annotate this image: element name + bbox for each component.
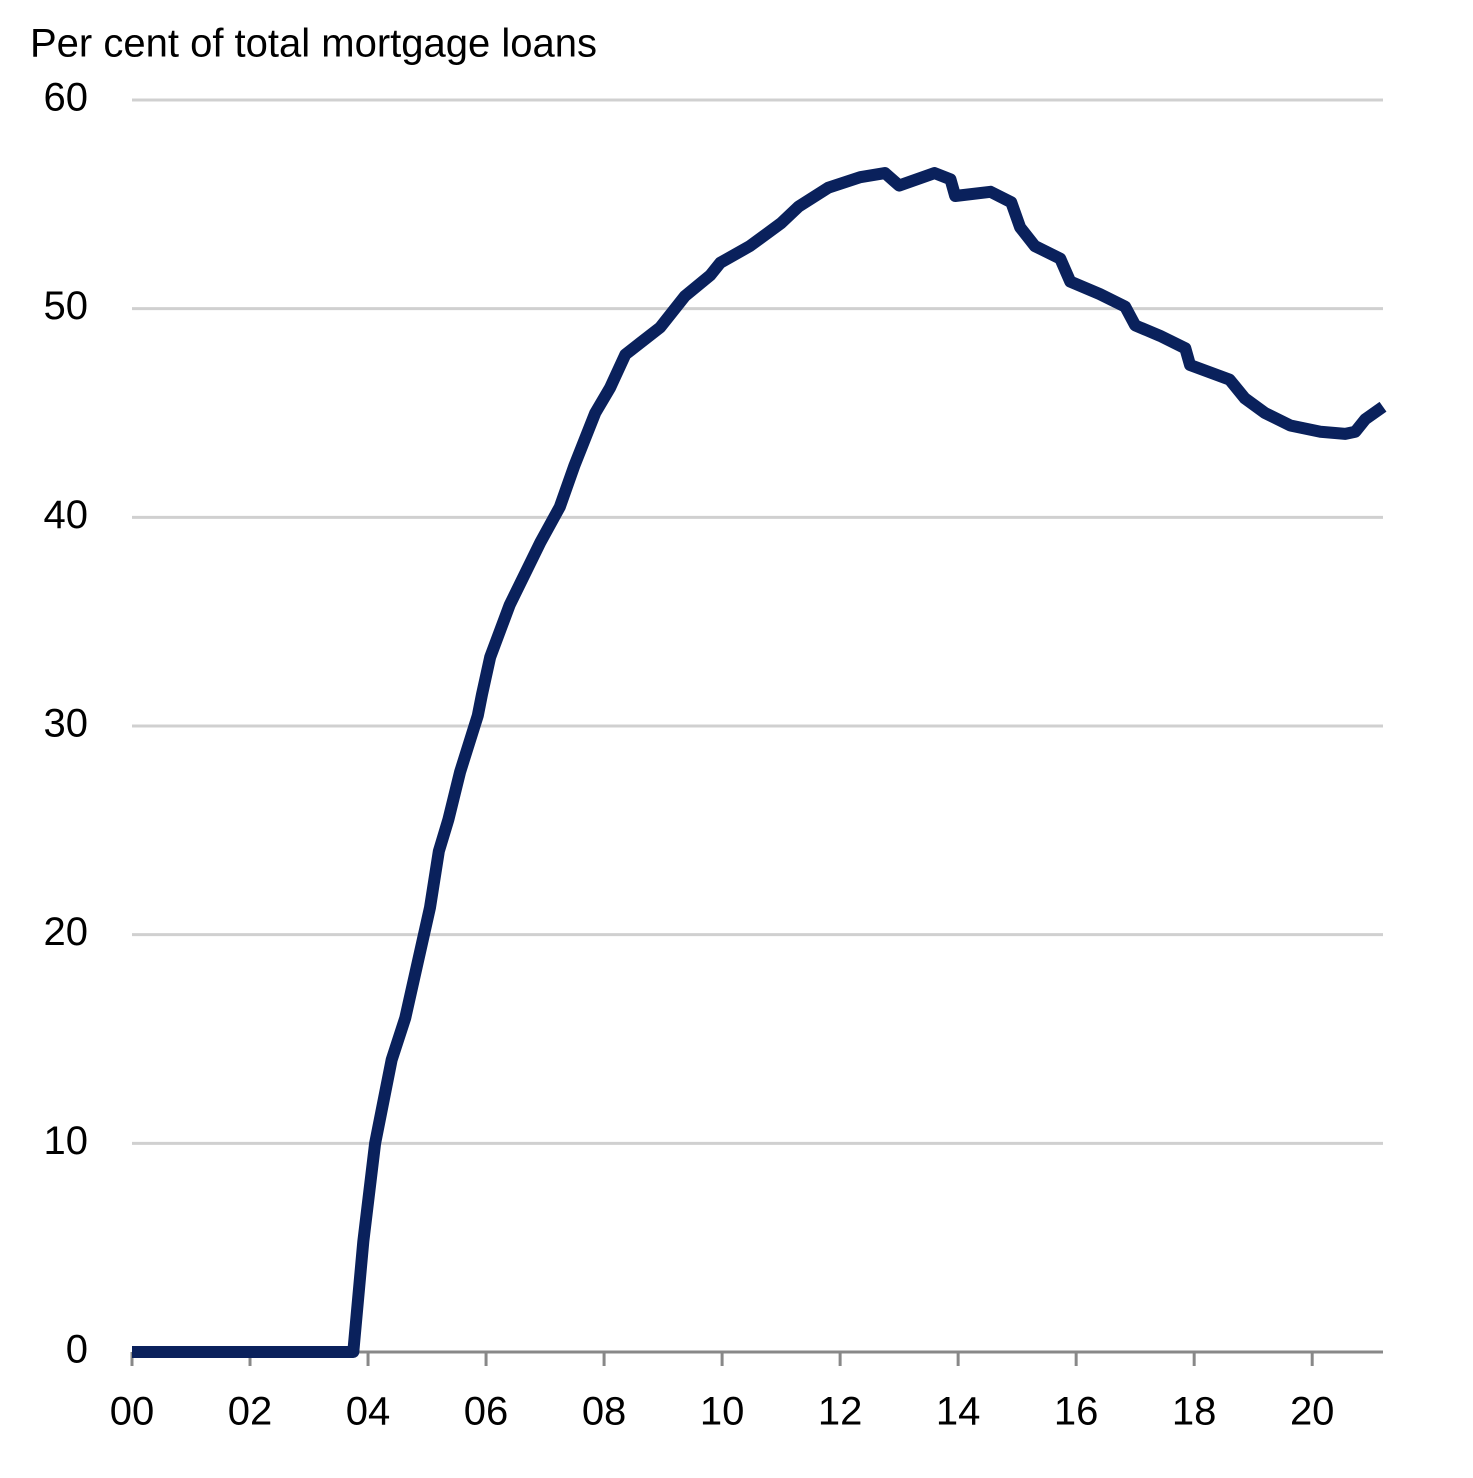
x-tick-label: 04 (346, 1390, 391, 1434)
y-tick-label: 10 (44, 1119, 89, 1163)
y-tick-label: 60 (44, 76, 89, 120)
y-tick-label: 30 (44, 702, 89, 746)
data-line (132, 167, 1387, 1358)
y-tick-label: 40 (44, 493, 89, 537)
x-tick-label: 12 (818, 1390, 863, 1434)
x-tick-label: 16 (1054, 1390, 1099, 1434)
y-tick-label: 20 (44, 910, 89, 954)
chart-title: Per cent of total mortgage loans (30, 22, 597, 66)
x-tick-label: 06 (464, 1390, 509, 1434)
y-tick-label: 50 (44, 284, 89, 328)
x-tick-label: 10 (700, 1390, 745, 1434)
x-tick-label: 00 (110, 1390, 155, 1434)
x-tick-label: 02 (228, 1390, 273, 1434)
x-tick-label: 14 (936, 1390, 981, 1434)
x-tick-label: 20 (1290, 1390, 1335, 1434)
x-tick-label: 08 (582, 1390, 627, 1434)
x-tick-label: 18 (1172, 1390, 1217, 1434)
y-tick-label: 0 (66, 1328, 88, 1372)
